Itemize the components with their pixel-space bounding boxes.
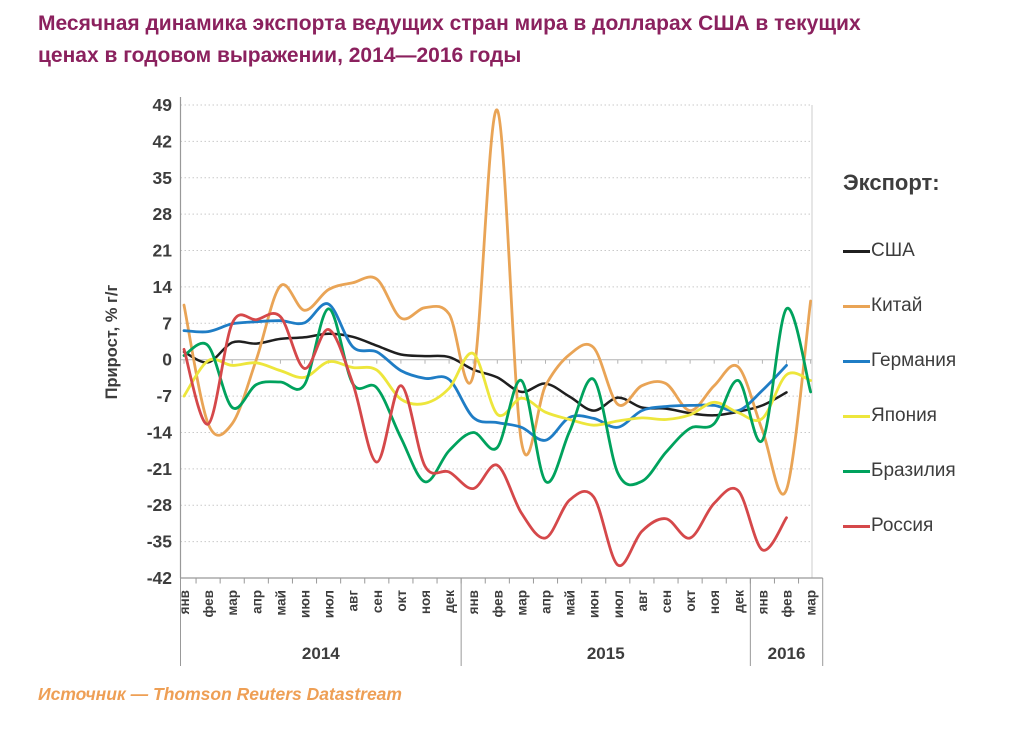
x-tick-label: дек xyxy=(731,590,746,613)
y-tick-label: 14 xyxy=(153,277,173,297)
year-band: 2014 2015 2016 xyxy=(180,578,824,666)
legend-swatch-brazil xyxy=(843,469,870,473)
x-tick-label: апр xyxy=(249,590,264,614)
legend-title: Экспорт: xyxy=(843,170,940,195)
series-line-brazil xyxy=(182,307,812,487)
y-tick-label: -42 xyxy=(147,568,173,588)
x-tick-label: мар xyxy=(225,590,240,616)
legend-swatch-china xyxy=(843,304,870,308)
legend-item-russia: Россия xyxy=(843,515,1018,537)
series-lines xyxy=(182,108,812,567)
x-tick-label: ноя xyxy=(707,590,722,614)
legend-item-brazil: Бразилия xyxy=(843,460,1018,482)
x-tick-label: янв xyxy=(177,590,192,614)
year-label: 2016 xyxy=(768,644,806,663)
legend-swatch-japan xyxy=(843,414,870,418)
x-tick-label: янв xyxy=(755,590,770,614)
x-tick-label: апр xyxy=(539,590,554,614)
x-tick-label: сен xyxy=(659,590,674,613)
y-tick-label: -35 xyxy=(147,532,173,552)
series-line-japan xyxy=(182,351,812,427)
y-tick-label: 21 xyxy=(153,241,173,261)
x-tick-label: авг xyxy=(346,590,361,612)
x-tick-label: фев xyxy=(490,590,505,617)
legend-label-germany: Германия xyxy=(871,350,957,371)
y-tick-label: 28 xyxy=(153,204,173,224)
chart-legend: Экспорт: США Китай Германия Япония Бразилия Р… xyxy=(843,170,1018,570)
y-tick-label: 7 xyxy=(162,313,172,333)
year-label: 2015 xyxy=(587,644,625,663)
page-title-line2: ценах в годовом выражении, 2014—2016 год… xyxy=(38,43,522,67)
x-tick-label: авг xyxy=(635,590,650,612)
y-axis-tick-labels: 49 42 35 28 21 14 7 0 -7 -14 -21 -28 -35 -42 xyxy=(147,95,173,588)
y-axis-title: Прирост, % г/г xyxy=(103,284,121,399)
legend-items: США Китай Германия Япония Бразилия Россия xyxy=(843,240,1018,537)
legend-item-japan: Япония xyxy=(843,405,1018,427)
y-tick-label: 0 xyxy=(162,350,172,370)
x-tick-label: мар xyxy=(514,590,529,616)
x-axis-labels: янв фев мар апр май июн июл авг сен окт ноя дек янв ф… xyxy=(177,590,819,618)
x-tick-label: июл xyxy=(322,590,337,618)
x-tick-label: май xyxy=(563,590,578,616)
legend-item-usa: США xyxy=(843,240,1018,262)
legend-swatch-germany xyxy=(843,359,870,363)
axes xyxy=(179,97,823,584)
x-tick-label: фев xyxy=(201,590,216,617)
y-tick-label: -28 xyxy=(147,495,173,515)
legend-item-germany: Германия xyxy=(843,350,1018,372)
gridlines xyxy=(180,104,812,579)
y-tick-label: 35 xyxy=(153,168,173,188)
x-tick-label: окт xyxy=(683,590,698,612)
y-tick-label: 49 xyxy=(153,95,173,115)
source-caption: Источник — Thomson Reuters Datastream xyxy=(38,684,402,704)
y-tick-label: -7 xyxy=(156,386,172,406)
x-tick-label: май xyxy=(273,590,288,616)
x-tick-label: ноя xyxy=(418,590,433,614)
legend-label-china: Китай xyxy=(871,295,923,316)
year-label: 2014 xyxy=(302,644,340,663)
legend-label-brazil: Бразилия xyxy=(871,460,956,481)
series-line-usa xyxy=(182,332,788,417)
x-tick-label: сен xyxy=(370,590,385,613)
x-tick-label: июн xyxy=(298,590,313,618)
page-title: Месячная динамика экспорта ведущих стран… xyxy=(38,8,988,71)
x-tick-label: июн xyxy=(587,590,602,618)
x-tick-label: янв xyxy=(466,590,481,614)
x-tick-label: июл xyxy=(611,590,626,618)
page-title-line1: Месячная динамика экспорта ведущих стран… xyxy=(38,12,861,35)
y-tick-label: -14 xyxy=(147,422,173,442)
legend-label-russia: Россия xyxy=(871,515,934,536)
legend-item-china: Китай xyxy=(843,295,1018,317)
series-line-germany xyxy=(182,302,788,442)
series-line-russia xyxy=(182,312,788,567)
legend-label-usa: США xyxy=(871,240,915,261)
x-tick-label: окт xyxy=(394,590,409,612)
y-tick-label: -21 xyxy=(147,459,173,479)
y-tick-label: 42 xyxy=(153,131,173,151)
legend-label-japan: Япония xyxy=(871,405,937,426)
x-tick-label: фев xyxy=(780,590,795,617)
legend-swatch-usa xyxy=(843,249,870,253)
x-tick-label: дек xyxy=(442,590,457,613)
series-line-china xyxy=(182,108,812,496)
legend-swatch-russia xyxy=(843,524,870,528)
x-tick-label: мар xyxy=(804,590,819,616)
